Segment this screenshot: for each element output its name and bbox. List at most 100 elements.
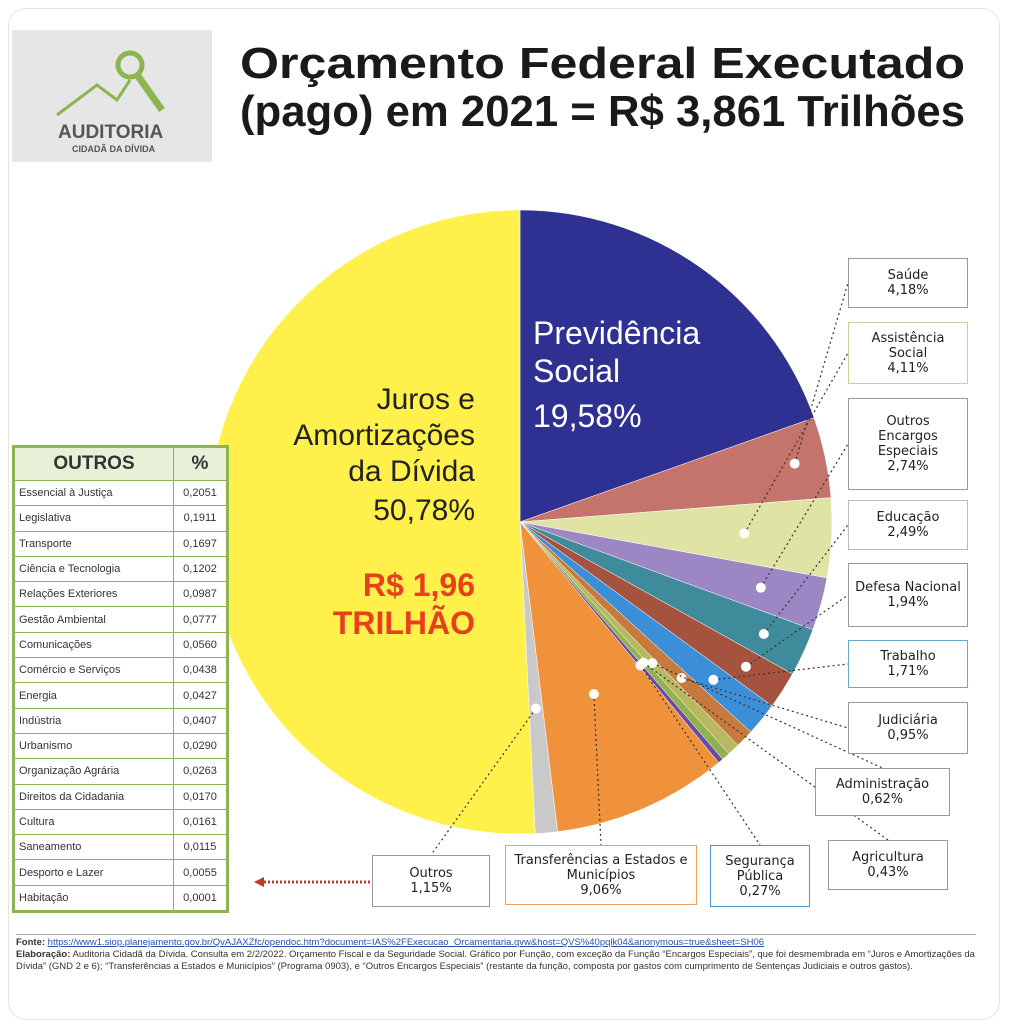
table-cell: 0,0427 — [173, 682, 227, 709]
table-cell: 0,0290 — [173, 732, 227, 760]
table-row: Direitos da Cidadania 0,0170 — [14, 783, 227, 810]
table-cell: 0,1911 — [173, 505, 227, 532]
chart-title: (pago) em 2021 = R$ 3,861 Trilhões — [240, 87, 965, 136]
table-cell: Indústria — [14, 707, 174, 734]
table-row: Essencial à Justiça 0,2051 — [14, 479, 227, 507]
table-cell: 0,0001 — [173, 884, 227, 912]
others-table: OUTROS% Essencial à Justiça 0,2051 Legisla… — [12, 445, 229, 914]
table-cell: Urbanismo — [14, 732, 174, 760]
table: OUTROS% Essencial à Justiça 0,2051 Legisla… — [14, 447, 227, 912]
table-cell: 0,0987 — [173, 581, 227, 608]
table-row: Gestão Ambiental 0,0777 — [14, 606, 227, 633]
logo-name: AUDITORIA — [58, 122, 164, 143]
slice-value: 2,49% — [887, 525, 929, 540]
table-row: Relações Exteriores 0,0987 — [14, 581, 227, 608]
leader-dot — [676, 673, 687, 684]
slice-value: 0,95% — [887, 728, 929, 743]
source-label: Fonte: — [16, 937, 46, 948]
table-cell: 0,0263 — [173, 758, 227, 785]
slice-name: Outros — [409, 866, 453, 881]
label-box: Agricultura 0,43% — [828, 840, 948, 890]
label-box: Assistência Social 4,11% — [848, 322, 968, 384]
slice-value: 4,11% — [887, 360, 929, 376]
table-row: Urbanismo 0,0290 — [14, 732, 227, 760]
source-link[interactable]: https://www1.siop.planejamento.gov.br/Qv… — [47, 937, 765, 948]
table-cell: 0,0560 — [173, 631, 227, 659]
slice-name: Defesa Nacional — [855, 580, 961, 595]
table-cell: Organização Agrária — [14, 758, 174, 785]
table-cell: Direitos da Cidadania — [14, 783, 174, 810]
table-row: Energia 0,0427 — [14, 682, 227, 709]
source: Fonte: https://www1.siop.planejamento.go… — [16, 937, 976, 949]
credit: Elaboração: Auditoria Cidadã da Dívida. … — [16, 949, 976, 973]
table-cell: 0,0438 — [173, 657, 227, 684]
label-box: Judiciária 0,95% — [848, 702, 968, 754]
table-cell: 0,1697 — [173, 530, 227, 557]
leader-dot — [647, 658, 658, 669]
logo-subname: CIDADÃ DA DÍVIDA — [72, 144, 156, 154]
slice-value: 50,78% — [373, 494, 475, 527]
table-cell: 0,2051 — [173, 479, 227, 507]
table-header: OUTROS — [14, 447, 174, 481]
arrow-head — [254, 877, 264, 887]
logo: AUDITORIA CIDADÃ DA DÍVIDA — [12, 30, 212, 162]
label-box: Saúde 4,18% — [848, 258, 968, 308]
table-row: Organização Agrária 0,0263 — [14, 758, 227, 785]
table-cell: Ciência e Tecnologia — [14, 555, 174, 583]
logo-handle — [135, 73, 165, 113]
leader-line — [681, 677, 849, 729]
logo-lens — [115, 50, 145, 80]
table-cell: 0,0407 — [173, 707, 227, 734]
leader-dot — [708, 674, 719, 685]
table-cell: Saneamento — [14, 834, 174, 861]
slice-value: 1,15% — [410, 881, 452, 896]
slice-value: 4,18% — [887, 283, 929, 298]
label-box: Administração 0,62% — [815, 768, 950, 816]
leader-line — [745, 594, 849, 668]
table-cell: 0,0161 — [173, 808, 227, 836]
table-row: Indústria 0,0407 — [14, 707, 227, 734]
slice-value: 0,43% — [867, 865, 909, 880]
table-cell: 0,1202 — [173, 555, 227, 583]
slice-name: Trabalho — [880, 649, 936, 664]
label-box: Defesa Nacional 1,94% — [848, 563, 968, 627]
table-cell: Cultura — [14, 808, 174, 836]
table-header: % — [173, 447, 227, 481]
table-cell: Relações Exteriores — [14, 581, 174, 608]
leader-line — [760, 443, 849, 588]
credit-text: Auditoria Cidadã da Dívida. Consulta em … — [16, 949, 975, 972]
logo-line — [56, 79, 132, 117]
slice-name: Juros e Amortizações da Dívida — [293, 383, 475, 488]
label-box: Outros 1,15% — [372, 855, 490, 907]
slice-value: 19,58% — [533, 398, 642, 434]
table-cell: Comunicações — [14, 631, 174, 659]
leader-line — [430, 708, 537, 856]
leader-line — [794, 282, 849, 464]
leader-dot — [739, 528, 750, 539]
table-cell: Energia — [14, 682, 174, 709]
label-box: Trabalho 1,71% — [848, 640, 968, 688]
pie-slice — [519, 209, 815, 523]
table-cell: Essencial à Justiça — [14, 479, 174, 507]
leader-line — [652, 662, 883, 769]
slice-name: Educação — [876, 510, 940, 525]
label-box: Segurança Pública 0,27% — [710, 845, 810, 907]
leader-dot — [740, 661, 751, 672]
logo-icon — [56, 50, 165, 117]
leader-dot — [789, 458, 800, 469]
slice-name: Administração — [835, 777, 930, 792]
slice-name: Judiciária — [878, 713, 938, 728]
leader-line — [593, 693, 602, 846]
annotation: R$ 1,96 TRILHÃO — [332, 567, 475, 641]
table-row: Comércio e Serviços 0,0438 — [14, 657, 227, 684]
table-row: Cultura 0,0161 — [14, 808, 227, 836]
table-row: Transporte 0,1697 — [14, 530, 227, 557]
leader-line — [639, 665, 761, 846]
credit-label: Elaboração: — [16, 949, 71, 960]
table-cell: Gestão Ambiental — [14, 606, 174, 633]
leader-dot — [758, 628, 769, 639]
slice-name: Previdência Social — [533, 315, 701, 389]
label-box: Outros Encargos Especiais 2,74% — [848, 398, 968, 490]
